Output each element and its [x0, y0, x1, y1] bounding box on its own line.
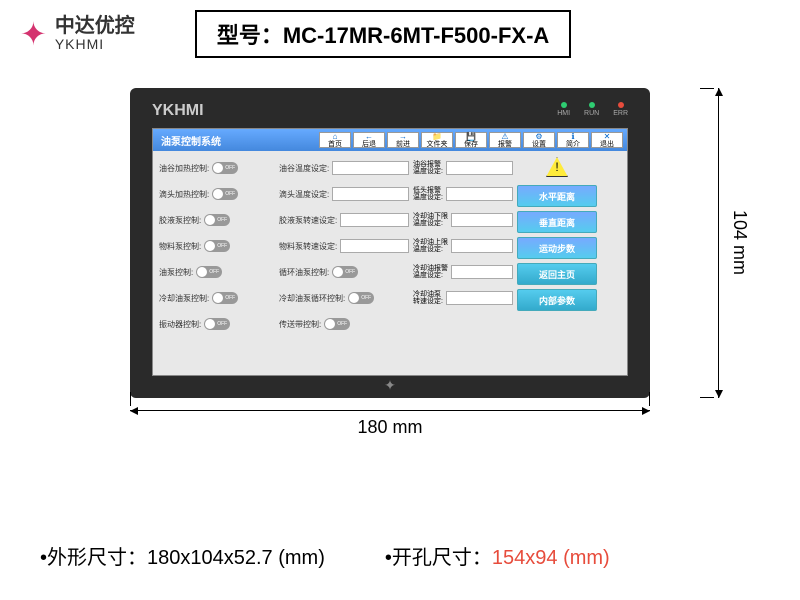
toggle[interactable]: OFF: [324, 318, 350, 330]
warning-icon: !: [546, 157, 568, 177]
logo-icon: ✦: [20, 15, 47, 53]
control-row: 滴头加热控制:OFF: [159, 183, 275, 205]
device-bezel: YKHMI HMI RUN ERR 油泵控制系统 ⌂首页←后退→前进📁文件夹💾保存⚠…: [130, 88, 650, 398]
toolbar-前进[interactable]: →前进: [387, 132, 419, 148]
control-row: 油谷加热控制:OFF: [159, 157, 275, 179]
alarm-row: 低头报警温度设定:: [413, 183, 513, 205]
alarm-row: 冷却油报警温度设定:: [413, 261, 513, 283]
control-column-1: 油谷加热控制:OFF 滴头加热控制:OFF 胶液泵控制:OFF 物料泵控制:OFF 油泵…: [159, 157, 275, 369]
led-group: HMI RUN ERR: [557, 102, 628, 117]
value-input[interactable]: [446, 161, 513, 175]
value-input[interactable]: [340, 213, 409, 227]
value-input[interactable]: [446, 187, 513, 201]
alarm-row: 冷却油下限温度设定:: [413, 209, 513, 231]
value-input[interactable]: [332, 187, 409, 201]
toolbar-报警[interactable]: ⚠报警: [489, 132, 521, 148]
toolbar-后退[interactable]: ←后退: [353, 132, 385, 148]
toggle[interactable]: OFF: [212, 188, 238, 200]
toolbar-文件夹[interactable]: 📁文件夹: [421, 132, 453, 148]
model-box: 型号：MC-17MR-6MT-F500-FX-A: [195, 10, 571, 58]
dimension-horizontal: 180 mm: [130, 410, 650, 438]
action-button[interactable]: 水平距离: [517, 185, 597, 207]
setting-row: 传送带控制:OFF: [279, 313, 409, 335]
logo-en: YKHMI: [55, 37, 135, 52]
toggle[interactable]: OFF: [204, 318, 230, 330]
setting-row: 冷却油泵循环控制:OFF: [279, 287, 409, 309]
toolbar-退出[interactable]: ✕退出: [591, 132, 623, 148]
toggle[interactable]: OFF: [332, 266, 358, 278]
titlebar: 油泵控制系统 ⌂首页←后退→前进📁文件夹💾保存⚠报警⚙设置ℹ简介✕退出: [153, 129, 627, 151]
control-row: 胶液泵控制:OFF: [159, 209, 275, 231]
control-column-3: 油谷报警温度设定: 低头报警温度设定: 冷却油下限温度设定: 冷却油上限温度设定: 冷却…: [413, 157, 513, 369]
setting-row: 胶液泵转速设定:: [279, 209, 409, 231]
device-area: YKHMI HMI RUN ERR 油泵控制系统 ⌂首页←后退→前进📁文件夹💾保存⚠…: [100, 88, 700, 398]
toolbar-保存[interactable]: 💾保存: [455, 132, 487, 148]
spec-cutout: •开孔尺寸：154x94 (mm): [385, 541, 610, 570]
bezel-logo-icon: ✦: [384, 377, 396, 394]
dim-height-label: 104 mm: [729, 210, 750, 275]
control-row: 振动器控制:OFF: [159, 313, 275, 335]
setting-row: 物料泵转速设定:: [279, 235, 409, 257]
value-input[interactable]: [451, 239, 513, 253]
toggle[interactable]: OFF: [212, 162, 238, 174]
setting-row: 油谷温度设定:: [279, 157, 409, 179]
action-button[interactable]: 内部参数: [517, 289, 597, 311]
alarm-row: 冷却油上限温度设定:: [413, 235, 513, 257]
toggle[interactable]: OFF: [212, 292, 238, 304]
model-value: MC-17MR-6MT-F500-FX-A: [283, 23, 549, 48]
value-input[interactable]: [332, 161, 409, 175]
control-column-2: 油谷温度设定: 滴头温度设定: 胶液泵转速设定: 物料泵转速设定: 循环油泵控制:OFF…: [279, 157, 409, 369]
screen-content: 油谷加热控制:OFF 滴头加热控制:OFF 胶液泵控制:OFF 物料泵控制:OFF 油泵…: [153, 151, 627, 375]
header: ✦ 中达优控 YKHMI 型号：MC-17MR-6MT-F500-FX-A: [0, 0, 800, 68]
alarm-row: 油谷报警温度设定:: [413, 157, 513, 179]
control-row: 物料泵控制:OFF: [159, 235, 275, 257]
spec-outline: •外形尺寸：180x104x52.7 (mm): [40, 541, 325, 570]
led-hmi: HMI: [557, 102, 570, 117]
alarm-row: 冷却油泵转速设定:: [413, 287, 513, 309]
action-column: ! 水平距离垂直距离运动步数返回主页内部参数: [517, 157, 597, 369]
value-input[interactable]: [451, 213, 513, 227]
toolbar-首页[interactable]: ⌂首页: [319, 132, 351, 148]
toolbar-设置[interactable]: ⚙设置: [523, 132, 555, 148]
toggle[interactable]: OFF: [196, 266, 222, 278]
dimension-vertical: 104 mm: [718, 88, 750, 398]
setting-row: 循环油泵控制:OFF: [279, 261, 409, 283]
toggle[interactable]: OFF: [204, 214, 230, 226]
control-row: 冷却油泵控制:OFF: [159, 287, 275, 309]
action-button[interactable]: 运动步数: [517, 237, 597, 259]
led-run: RUN: [584, 102, 599, 117]
toggle[interactable]: OFF: [348, 292, 374, 304]
value-input[interactable]: [340, 239, 409, 253]
hmi-screen: 油泵控制系统 ⌂首页←后退→前进📁文件夹💾保存⚠报警⚙设置ℹ简介✕退出 油谷加热…: [152, 128, 628, 376]
specs: •外形尺寸：180x104x52.7 (mm) •开孔尺寸：154x94 (mm…: [40, 541, 610, 570]
action-button[interactable]: 垂直距离: [517, 211, 597, 233]
model-label: 型号：: [217, 23, 283, 48]
led-err: ERR: [613, 102, 628, 117]
action-button[interactable]: 返回主页: [517, 263, 597, 285]
value-input[interactable]: [451, 265, 513, 279]
toolbar-简介[interactable]: ℹ简介: [557, 132, 589, 148]
dim-width-label: 180 mm: [130, 417, 650, 438]
logo: ✦ 中达优控 YKHMI: [20, 15, 135, 53]
logo-cn: 中达优控: [55, 15, 135, 37]
device-brand: YKHMI: [152, 102, 204, 120]
titlebar-title: 油泵控制系统: [157, 133, 221, 148]
setting-row: 滴头温度设定:: [279, 183, 409, 205]
control-row: 油泵控制:OFF: [159, 261, 275, 283]
value-input[interactable]: [446, 291, 513, 305]
toggle[interactable]: OFF: [204, 240, 230, 252]
